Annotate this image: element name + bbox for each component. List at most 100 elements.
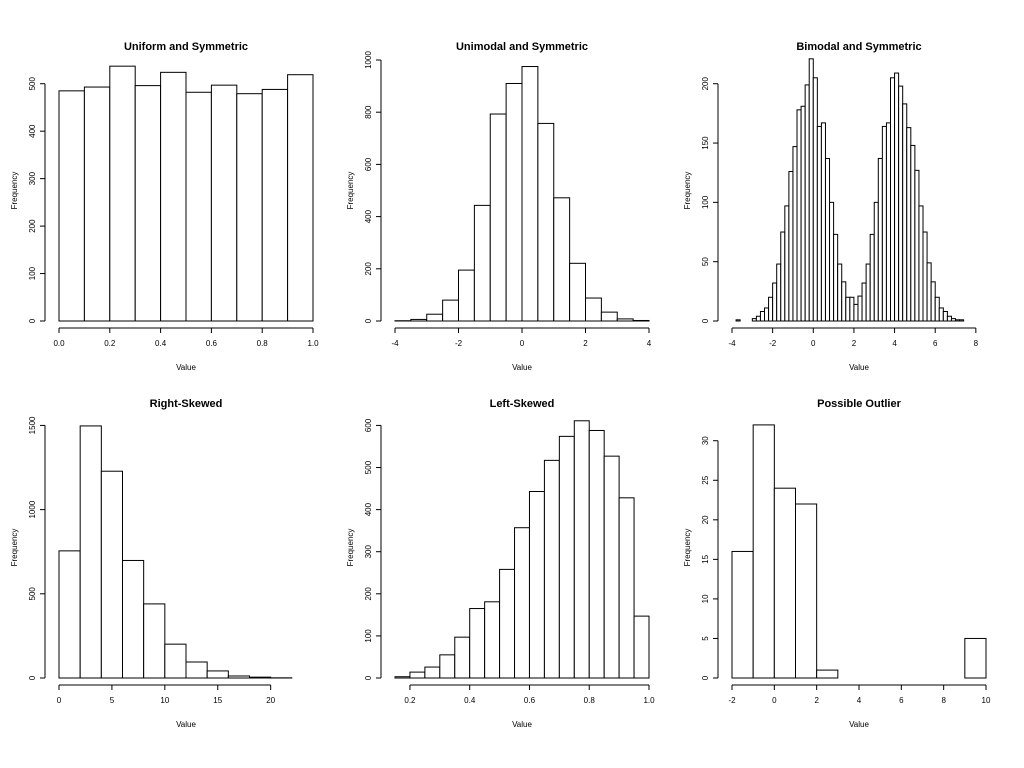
histogram-bar [484, 601, 501, 679]
histogram-bar [922, 231, 928, 322]
y-tick-label: 5 [701, 636, 710, 641]
histogram-bar [543, 459, 560, 679]
histogram-bar [946, 315, 952, 322]
x-tick-label: -2 [769, 339, 777, 348]
histogram-bar [473, 204, 491, 322]
x-tick-label: 1.0 [307, 339, 319, 348]
histogram-bar [143, 603, 166, 679]
histogram-bar [249, 676, 272, 679]
histogram-bar [100, 470, 124, 679]
x-tick-label: 0 [811, 339, 816, 348]
histogram-bar [505, 82, 523, 322]
y-tick-label: 100 [701, 195, 710, 209]
x-axis-label: Value [176, 363, 196, 372]
x-tick-label: 8 [974, 339, 979, 348]
histogram-bar [585, 297, 602, 322]
histogram-bar [616, 318, 634, 322]
histogram-bar [134, 85, 162, 322]
histogram-bar [603, 455, 620, 679]
histogram-bar [410, 318, 428, 322]
x-tick-label: 8 [941, 696, 946, 705]
histogram-bar [898, 85, 904, 322]
histogram-bar [934, 296, 940, 322]
histogram-bar [442, 299, 459, 322]
histogram-bar [881, 125, 887, 322]
histogram-bar [764, 307, 770, 322]
histogram-bar [792, 146, 798, 322]
y-tick-label: 1500 [28, 416, 37, 434]
x-tick-label: 10 [982, 696, 991, 705]
panel-title: Possible Outlier [817, 398, 901, 410]
y-tick-label: 1000 [28, 500, 37, 518]
histogram-bar [618, 497, 635, 679]
y-tick-label: 25 [701, 475, 710, 484]
y-tick-label: 0 [701, 318, 710, 323]
histogram-bars [731, 424, 987, 679]
x-tick-label: 10 [160, 696, 169, 705]
panel-title: Uniform and Symmetric [124, 41, 248, 53]
panel-right-skewed: Right-Skewed Value Frequency 0 5 10 15 20 0 50… [10, 398, 293, 729]
x-tick-label: 0.4 [155, 339, 167, 348]
histogram-bar [210, 84, 238, 322]
histogram-bar [780, 231, 786, 322]
y-tick-label: 15 [701, 554, 710, 563]
histogram-bar [800, 105, 806, 322]
y-axis-label: Frequency [10, 529, 19, 567]
histogram-bar [768, 296, 774, 322]
histogram-bar [926, 262, 932, 322]
histogram-bar [918, 205, 924, 322]
x-tick-label: 4 [647, 339, 652, 348]
histogram-bar [869, 233, 875, 322]
histogram-bar [79, 425, 102, 679]
histogram-bar [426, 313, 444, 322]
histogram-bar [528, 491, 545, 679]
panel-uniform-symmetric: Uniform and Symmetric Value Frequency 0.… [10, 41, 319, 372]
histogram-bar [752, 424, 775, 679]
histogram-bar [439, 654, 456, 679]
histogram-bar [424, 666, 441, 679]
y-tick-label: 200 [701, 77, 710, 91]
histogram-bar [58, 90, 85, 322]
histogram-bar [394, 676, 411, 679]
x-axis-label: Value [849, 720, 869, 729]
histogram-bar [58, 550, 81, 679]
histogram-bar [735, 319, 741, 322]
histogram-bar [772, 282, 778, 322]
histogram-bar [287, 74, 314, 322]
histogram-bar [902, 103, 908, 322]
x-tick-label: 0 [57, 696, 62, 705]
histogram-bar [185, 661, 208, 679]
histogram-bar [553, 197, 571, 322]
histogram-bar [588, 429, 605, 679]
x-tick-label: 0.2 [404, 696, 416, 705]
y-tick-label: 600 [364, 157, 373, 171]
histogram-bar [537, 122, 555, 322]
histogram-bar [558, 435, 575, 679]
histogram-bar [409, 671, 426, 679]
x-tick-label: 0 [772, 696, 777, 705]
x-axis-label: Value [849, 363, 869, 372]
histogram-bar [795, 503, 818, 679]
y-tick-label: 0 [28, 675, 37, 680]
histogram-bar [885, 122, 891, 322]
y-tick-label: 100 [364, 629, 373, 643]
y-tick-label: 500 [28, 587, 37, 601]
y-axis-label: Frequency [683, 172, 692, 210]
panel-bimodal-symmetric: Bimodal and Symmetric Value Frequency -4… [683, 41, 979, 372]
histogram-bar [573, 420, 590, 679]
histogram-bar [865, 263, 871, 322]
x-tick-label: 2 [814, 696, 819, 705]
histogram-bar [83, 86, 111, 322]
y-tick-label: 0 [364, 318, 373, 323]
y-tick-label: 500 [364, 460, 373, 474]
x-tick-label: 0.8 [257, 339, 269, 348]
histogram-bar [600, 311, 618, 322]
histogram-bar [938, 307, 944, 322]
histogram-bar [227, 675, 250, 679]
histogram-bar [731, 550, 754, 679]
y-tick-label: 200 [364, 262, 373, 276]
y-tick-label: 500 [28, 77, 37, 91]
histogram-bar [853, 303, 859, 322]
x-tick-label: 0.4 [464, 696, 476, 705]
